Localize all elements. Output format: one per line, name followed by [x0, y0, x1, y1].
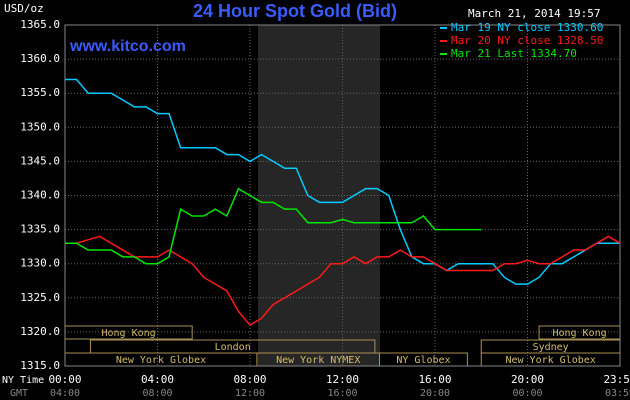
- x2-tick-label: 04:00: [50, 388, 80, 399]
- x2-tick-label: 00:00: [512, 388, 542, 399]
- nymex-shade: [258, 25, 380, 366]
- session-label: Sydney: [533, 342, 569, 353]
- watermark: www.kitco.com: [69, 38, 186, 55]
- y-tick-label: 1340.0: [20, 189, 60, 202]
- series-line: [65, 235, 621, 327]
- legend-label: Mar 19 NY close 1330.60: [451, 21, 603, 34]
- y-tick-label: 1350.0: [20, 120, 60, 133]
- chart-title: 24 Hour Spot Gold (Bid): [193, 1, 397, 21]
- session-label: New York Globex: [116, 355, 206, 366]
- plot-frame: [64, 24, 621, 367]
- x-tick-label: 08:00: [233, 373, 266, 386]
- session-label: New York NYMEX: [276, 355, 360, 366]
- x-tick-label: 04:00: [141, 373, 174, 386]
- legend-label: Mar 21 Last 1334.70: [451, 47, 577, 60]
- session-label: Hong Kong: [102, 328, 156, 339]
- y-tick-label: 1360.0: [20, 52, 60, 65]
- session-label: Hong Kong: [552, 328, 606, 339]
- timestamp: March 21, 2014 19:57: [468, 7, 600, 20]
- session-label: NY Globex: [396, 355, 450, 366]
- session-label: New York Globex: [505, 355, 595, 366]
- x2-axis-label: GMT: [10, 388, 28, 399]
- x-tick-label: 23:59: [603, 373, 630, 386]
- y-tick-label: 1320.0: [20, 325, 60, 338]
- x2-tick-label: 16:00: [327, 388, 357, 399]
- x2-tick-label: 08:00: [142, 388, 172, 399]
- y-tick-label: 1355.0: [20, 86, 60, 99]
- y-tick-label: 1335.0: [20, 223, 60, 236]
- y-tick-label: 1315.0: [20, 359, 60, 372]
- y-tick-label: 1345.0: [20, 154, 60, 167]
- x2-tick-label: 03:59: [605, 388, 630, 399]
- y-tick-label: 1365.0: [20, 18, 60, 31]
- x-tick-label: 20:00: [511, 373, 544, 386]
- y-tick-label: 1325.0: [20, 291, 60, 304]
- y-tick-label: 1330.0: [20, 257, 60, 270]
- session-label: London: [215, 342, 251, 353]
- x-tick-label: 00:00: [48, 373, 81, 386]
- x-tick-label: 12:00: [326, 373, 359, 386]
- legend-label: Mar 20 NY close 1328.50: [451, 34, 603, 47]
- x-axis-label: NY Time: [2, 375, 44, 386]
- x2-tick-label: 12:00: [235, 388, 265, 399]
- x-tick-label: 16:00: [418, 373, 451, 386]
- series-line: [65, 187, 482, 265]
- y-axis-label: USD/oz: [4, 2, 44, 15]
- series-line: [65, 78, 620, 285]
- x2-tick-label: 20:00: [420, 388, 450, 399]
